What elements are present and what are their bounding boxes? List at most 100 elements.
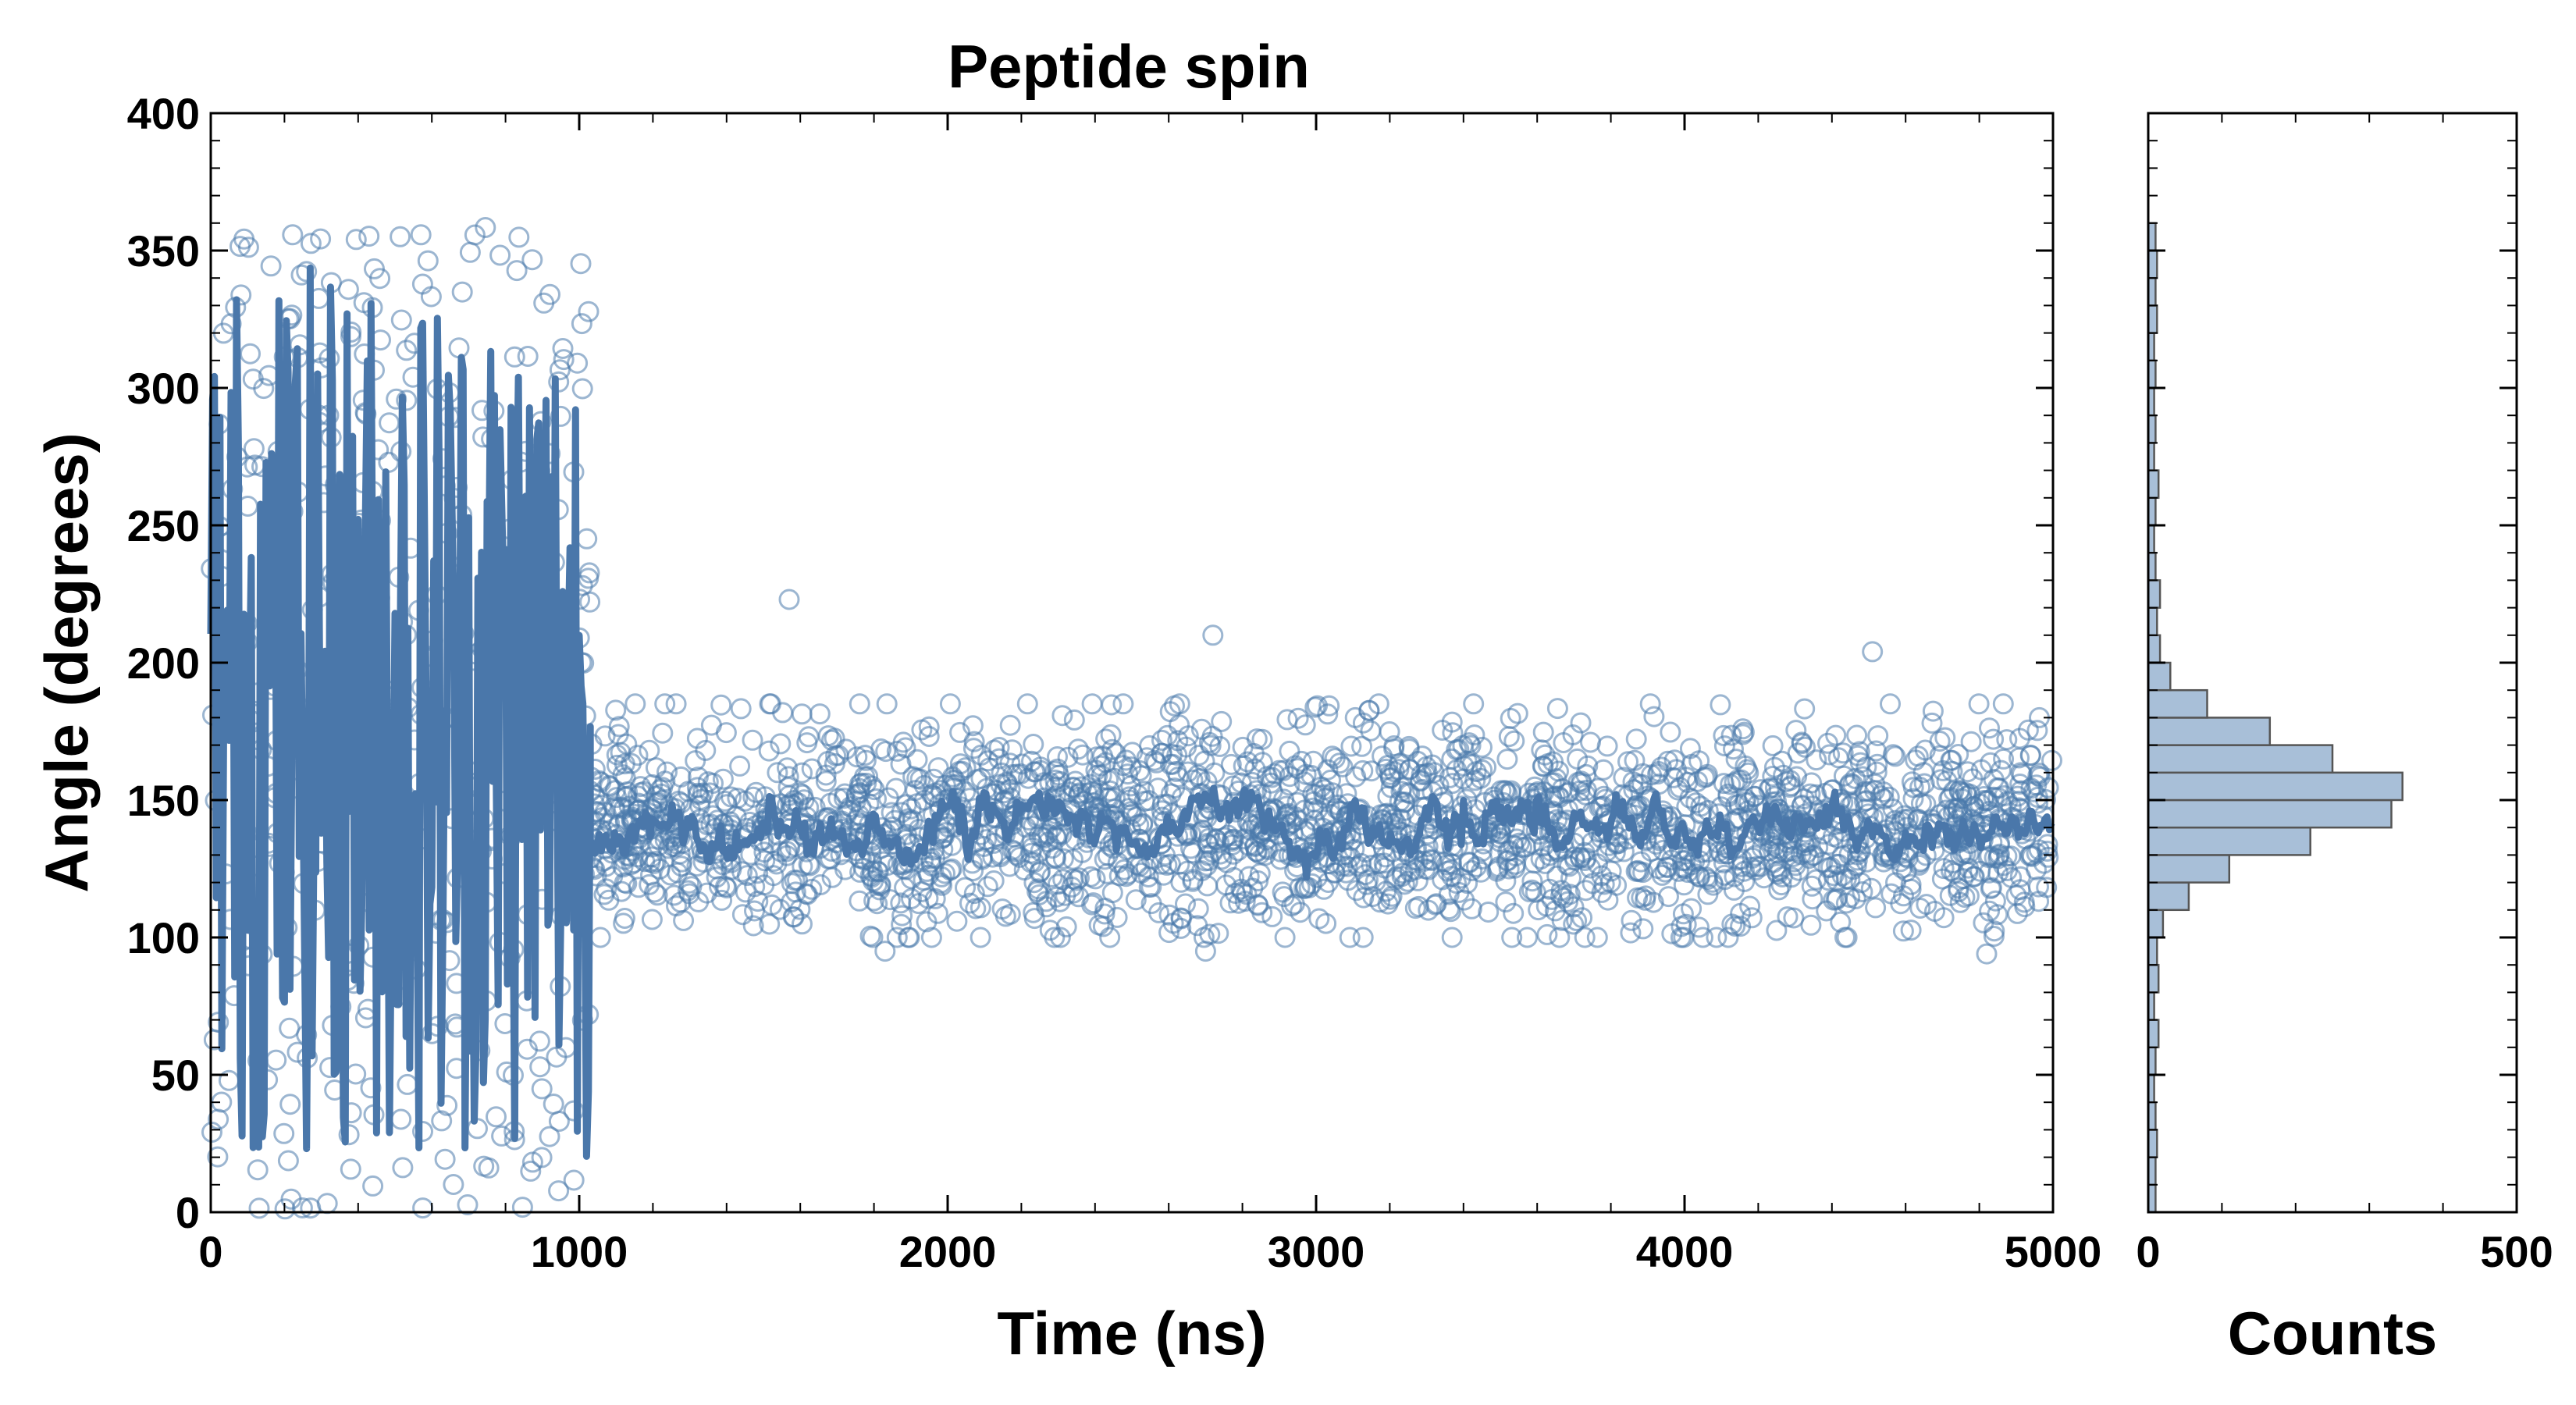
x-tick-label: 0 [198, 1227, 222, 1276]
scatter-point [1586, 927, 1608, 948]
scatter-point [1848, 741, 1870, 763]
scatter-point [459, 241, 481, 263]
scatter-point [946, 910, 968, 932]
scatter-point [616, 733, 638, 755]
scatter-point [959, 892, 980, 914]
scatter-point [1337, 870, 1359, 891]
scatter-point [664, 884, 685, 906]
scatter-point [1458, 732, 1480, 754]
y-tick-label: 150 [127, 776, 200, 825]
histogram-bar [2147, 909, 2165, 939]
scatter-point [1833, 765, 1855, 787]
scatter-point [1251, 752, 1273, 774]
scatter-point [977, 876, 998, 898]
scatter-point [1100, 724, 1122, 745]
scatter-point [2009, 774, 2031, 795]
scatter-point [1962, 768, 1984, 790]
scatter-point [1706, 927, 1727, 948]
scatter-point [1831, 865, 1853, 887]
scatter-point [614, 753, 635, 775]
scatter-point [1549, 927, 1571, 948]
x-tick-label: 3000 [1268, 1227, 1365, 1276]
scatter-point [1374, 803, 1396, 825]
scatter-point [712, 768, 734, 790]
y-tick-label: 50 [151, 1051, 200, 1100]
scatter-point [279, 1017, 301, 1039]
scatter-point [1846, 724, 1868, 746]
scatter-point [1592, 759, 1614, 781]
scatter-point [692, 782, 713, 804]
scatter-point [1459, 852, 1480, 873]
scatter-point [1505, 845, 1527, 867]
scatter-point [792, 762, 813, 784]
scatter-point [906, 749, 928, 770]
histogram-bar [2147, 634, 2161, 664]
histogram-bar [2147, 661, 2172, 692]
scatter-point [1865, 897, 1887, 919]
scatter-point [2000, 845, 2022, 867]
scatter-point [1979, 717, 2000, 739]
scatter-point [1799, 831, 1820, 852]
scatter-point [1695, 766, 1717, 788]
main-y-ticks: 0 50 100 150 200 250 300 350 400 [127, 89, 2053, 1237]
scatter-point [642, 774, 664, 795]
scatter-point [340, 321, 362, 343]
scatter-point [1674, 849, 1696, 871]
scatter-point [345, 229, 367, 251]
scatter-point [1167, 730, 1189, 752]
scatter-point [845, 791, 866, 812]
scatter-point [901, 887, 922, 909]
scatter-point [417, 250, 439, 272]
scatter-point [451, 281, 473, 303]
scatter-point [310, 228, 332, 250]
scatter-point [876, 693, 898, 715]
scatter-point [731, 904, 753, 926]
main-plot-panel: 0 1000 2000 3000 4000 5000 0 50 100 150 200 250 300… [32, 89, 2101, 1368]
scatter-point [548, 1180, 570, 1202]
scatter-point [1724, 866, 1745, 887]
scatter-point [358, 226, 380, 247]
scatter-point [1260, 772, 1282, 794]
scatter-point [1148, 902, 1170, 923]
scatter-point [410, 224, 432, 246]
scatter-point [1158, 904, 1180, 926]
scatter-point [1329, 752, 1350, 774]
scatter-point [1854, 791, 1875, 813]
hist-x-tick-label: 500 [2480, 1227, 2553, 1276]
x-axis-title: Time (ns) [997, 1299, 1266, 1368]
scatter-point [709, 876, 730, 898]
scatter-point [1062, 777, 1084, 799]
scatter-point [1219, 892, 1241, 914]
scatter-point [1352, 927, 1374, 948]
scatter-point [1951, 782, 1973, 804]
scatter-point [873, 851, 894, 873]
scatter-point [1941, 749, 1962, 771]
scatter-point [1713, 864, 1735, 886]
histogram-panel: 0 500 Counts [2136, 112, 2553, 1368]
scatter-point [710, 694, 732, 716]
scatter-point [1670, 916, 1692, 937]
histogram-bar [2147, 826, 2311, 856]
scatter-point [1197, 875, 1219, 897]
scatter-point [1379, 721, 1400, 742]
scatter-point [1690, 795, 1712, 817]
scatter-point [1865, 740, 1887, 762]
scatter-point [1310, 776, 1332, 798]
scatter-point [397, 1073, 418, 1095]
scatter-point [379, 412, 400, 434]
scatter-point [1802, 888, 1823, 910]
scatter-point [1564, 846, 1585, 868]
scatter-point [927, 757, 949, 779]
scatter-point [396, 389, 418, 411]
scatter-point [654, 693, 676, 715]
scatter-point [1916, 894, 1937, 916]
scatter-point [1016, 693, 1038, 715]
scatter-point [1261, 905, 1283, 927]
x-tick-label: 5000 [2005, 1227, 2102, 1276]
scatter-point [1164, 695, 1185, 717]
scatter-point [1194, 750, 1215, 772]
scatter-point [491, 1125, 513, 1147]
scatter-point [571, 313, 592, 335]
scatter-point [1302, 750, 1324, 772]
scatter-point [1377, 893, 1399, 915]
